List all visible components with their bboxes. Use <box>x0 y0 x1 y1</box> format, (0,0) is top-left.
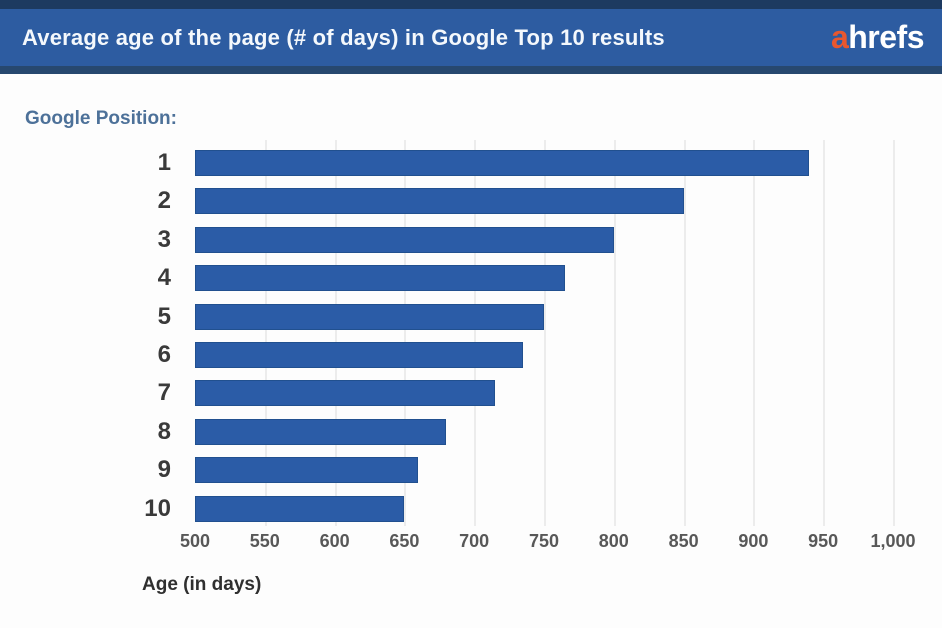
bar-position-1 <box>195 150 810 176</box>
plot-area <box>195 140 895 526</box>
header-bar: Average age of the page (# of days) in G… <box>0 0 942 74</box>
ahrefs-logo-rest: hrefs <box>848 19 924 55</box>
y-label-position-3: 3 <box>157 225 171 253</box>
bar-position-8 <box>195 418 447 445</box>
y-label-position-8: 8 <box>157 417 171 445</box>
gridline-900 <box>753 140 756 526</box>
y-axis-labels: 1 2 3 4 5 6 7 8 9 10 <box>0 140 183 526</box>
bar-position-4 <box>195 265 565 292</box>
bar-position-7 <box>195 380 496 407</box>
bar-position-6 <box>195 342 524 368</box>
y-label-position-7: 7 <box>157 379 171 407</box>
x-tick-600: 600 <box>319 531 350 551</box>
x-tick-850: 850 <box>668 531 699 551</box>
y-label-position-4: 4 <box>157 264 171 292</box>
gridline-600 <box>334 140 337 526</box>
gridline-800 <box>613 140 616 526</box>
x-tick-1000: 1,000 <box>870 531 916 551</box>
gridline-950 <box>823 140 826 526</box>
x-tick-650: 650 <box>389 531 420 551</box>
gridline-850 <box>683 140 686 526</box>
y-label-position-1: 1 <box>157 149 171 176</box>
bar-position-3 <box>195 226 614 253</box>
y-label-position-10: 10 <box>144 494 171 522</box>
x-axis-label: Age (in days) <box>142 574 262 595</box>
x-tick-900: 900 <box>738 531 769 551</box>
x-tick-950: 950 <box>808 531 839 551</box>
bar-position-2 <box>195 188 684 215</box>
y-label-position-5: 5 <box>157 302 171 330</box>
y-label-position-2: 2 <box>157 187 171 215</box>
gridline-750 <box>544 140 546 526</box>
x-tick-500: 500 <box>179 531 211 551</box>
x-tick-800: 800 <box>598 531 629 551</box>
chart-title: Average age of the page (# of days) in G… <box>22 24 665 50</box>
gridline-550 <box>264 140 267 526</box>
gridline-1000 <box>893 140 895 526</box>
gridline-700 <box>474 140 477 526</box>
x-tick-700: 700 <box>459 531 490 551</box>
x-tick-750: 750 <box>528 531 560 551</box>
ahrefs-logo-a: a <box>830 19 849 55</box>
bar-position-10 <box>195 495 405 522</box>
bar-position-5 <box>195 303 544 330</box>
x-axis: 500 550 600 650 700 750 800 850 900 950 1,000 <box>0 531 942 555</box>
x-tick-550: 550 <box>249 531 280 551</box>
y-label-position-9: 9 <box>157 456 171 484</box>
y-axis-group-label: Google Position: <box>25 108 177 129</box>
gridline-650 <box>404 140 407 526</box>
bar-position-9 <box>195 457 419 484</box>
y-label-position-6: 6 <box>157 341 171 368</box>
ahrefs-logo: ahrefs <box>831 19 942 56</box>
